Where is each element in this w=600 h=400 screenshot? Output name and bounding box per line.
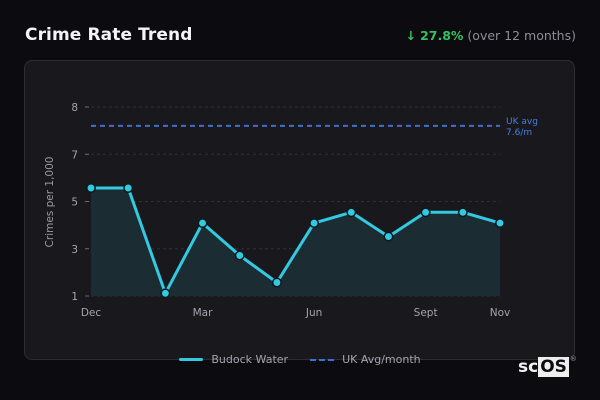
data-point[interactable] — [495, 218, 505, 229]
solid-line-swatch-icon — [179, 358, 204, 361]
change-period: (over 12 months) — [467, 28, 576, 43]
scos-logo: sc OS ® — [518, 355, 577, 377]
data-point[interactable] — [420, 207, 431, 218]
uk-avg-annotation-value: 7.6/m — [506, 128, 532, 138]
legend-label: Budock Water — [211, 353, 289, 366]
y-tick-label: 3 — [71, 244, 78, 256]
series-line-budock-water — [91, 186, 501, 295]
x-tick-label: Mar — [193, 307, 213, 319]
data-point[interactable] — [383, 231, 394, 242]
y-tick-label: 7 — [71, 149, 78, 161]
change-percent: 27.8% — [420, 28, 464, 43]
data-point[interactable] — [197, 218, 208, 229]
change-summary: ↓ 27.8% (over 12 months) — [406, 28, 576, 43]
data-point[interactable] — [271, 277, 282, 288]
data-point[interactable] — [234, 250, 245, 261]
x-tick-label: Jun — [305, 307, 322, 319]
data-point[interactable] — [86, 183, 96, 193]
y-axis-label: Crimes per 1,000 — [44, 157, 56, 248]
y-tick-label: 8 — [71, 102, 78, 114]
x-axis-ticks: Dec Mar Jun Sept Nov — [81, 307, 510, 319]
y-axis-ticks: 1 3 5 7 8 — [71, 102, 78, 303]
logo-text: sc — [518, 357, 539, 377]
chart-grid — [85, 106, 500, 297]
x-tick-label: Sept — [414, 307, 438, 319]
legend-item-budock-water[interactable]: Budock Water — [179, 353, 288, 366]
y-tick-label: 1 — [71, 291, 78, 303]
dashed-line-swatch-icon — [310, 358, 335, 361]
down-arrow-icon: ↓ — [405, 28, 417, 43]
data-point[interactable] — [346, 207, 357, 218]
y-tick-label: 5 — [71, 197, 78, 209]
legend-item-uk-avg[interactable]: UK Avg/month — [310, 353, 421, 366]
uk-avg-annotation: UK avg — [506, 117, 538, 127]
series-points — [86, 183, 505, 299]
x-tick-label: Dec — [81, 307, 102, 319]
data-point[interactable] — [309, 218, 320, 229]
logo-text-os: OS — [538, 357, 569, 377]
legend-label: UK Avg/month — [342, 353, 421, 366]
data-point[interactable] — [123, 183, 134, 193]
data-point[interactable] — [457, 207, 468, 218]
x-tick-label: Nov — [490, 307, 511, 319]
series-area — [91, 188, 500, 296]
page-title: Crime Rate Trend — [25, 25, 193, 45]
registered-mark: ® — [569, 355, 577, 363]
data-point[interactable] — [160, 288, 171, 299]
chart-legend: Budock Water UK Avg/month — [0, 353, 600, 366]
